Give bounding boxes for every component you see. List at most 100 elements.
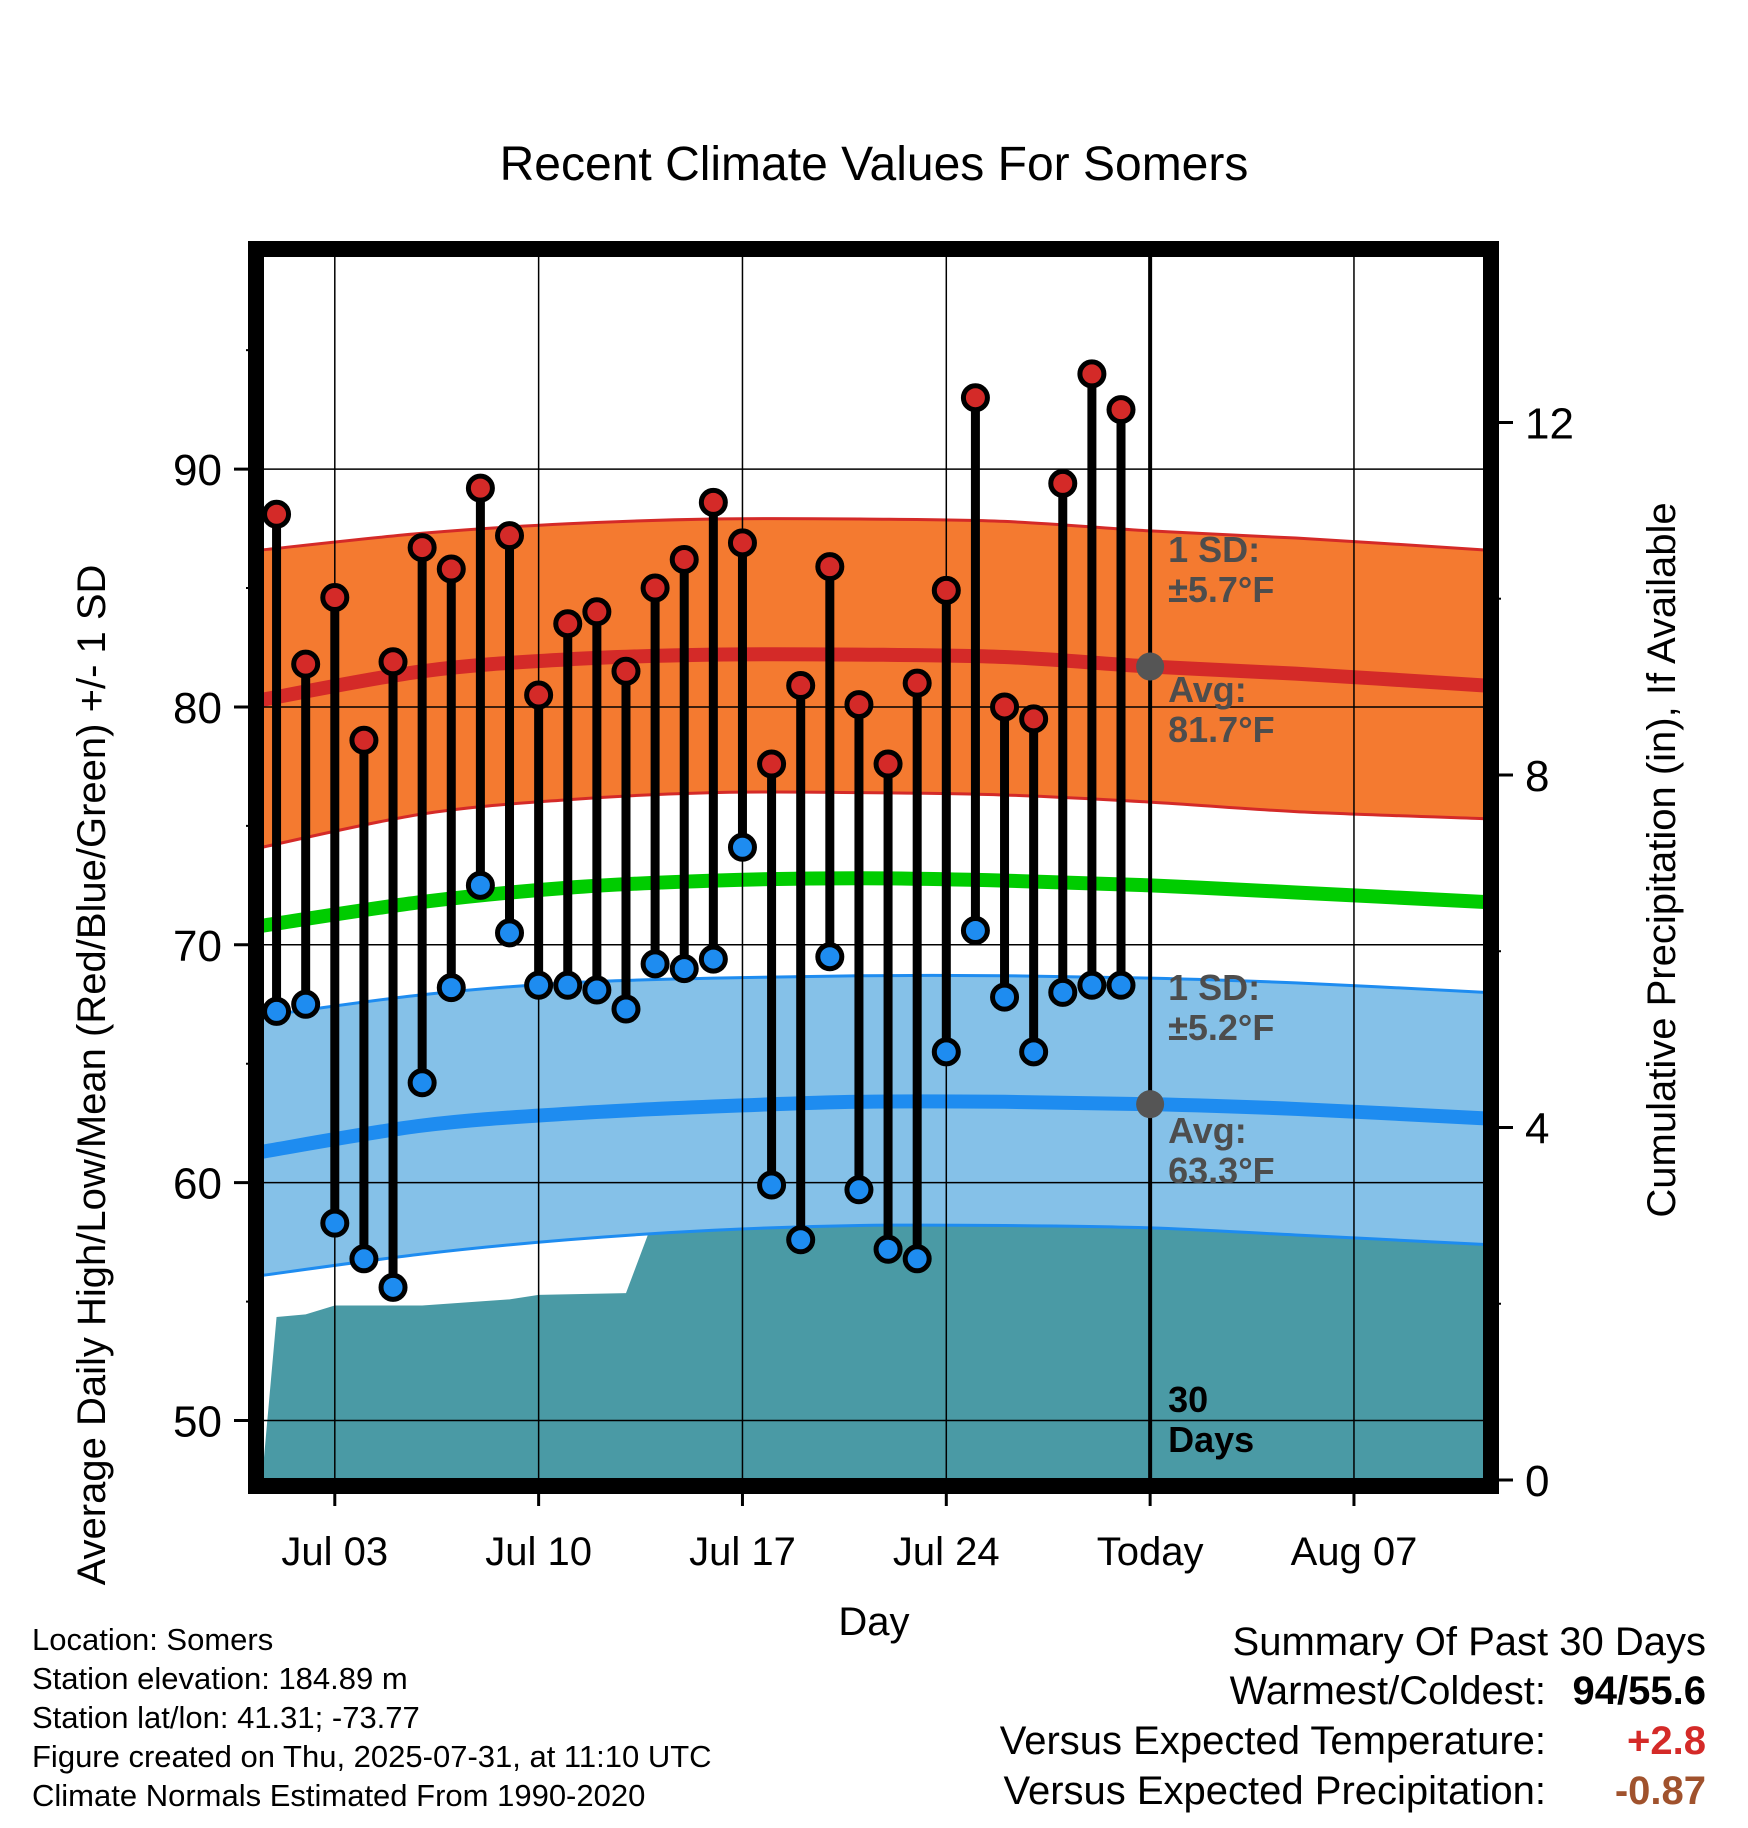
high-temp-dot	[873, 749, 903, 779]
low-temp-dot	[873, 1234, 903, 1264]
low-temp-dot	[990, 982, 1020, 1012]
high-temp-dot	[1019, 704, 1049, 734]
station-info: Location: Somers Station elevation: 184.…	[32, 1620, 712, 1815]
high-temp-dot	[640, 573, 670, 603]
high-temp-dot	[465, 473, 495, 503]
precip-label: Versus Expected Precipitation:	[1003, 1769, 1546, 1813]
high-temp-dot	[553, 609, 583, 639]
today-high-avg-marker	[1136, 652, 1165, 681]
low-temp-dot	[1077, 970, 1107, 1000]
high-temp-dot	[1048, 468, 1078, 498]
high-temp-dot	[349, 725, 379, 755]
low-temp-dot	[291, 989, 321, 1019]
summary-panel: Summary Of Past 30 Days Warmest/Coldest:…	[806, 1618, 1706, 1816]
days-annotation: 30	[1168, 1379, 1208, 1420]
temp-row: Versus Expected Temperature: +2.8	[806, 1716, 1706, 1766]
low-temp-dot	[902, 1244, 932, 1274]
high-temp-dot	[378, 647, 408, 677]
y2-tick-label: 4	[1525, 1104, 1549, 1153]
high-temp-dot	[727, 528, 757, 558]
low-temp-dot	[960, 916, 990, 946]
y-tick-label: 70	[173, 922, 222, 971]
y-tick-label: 90	[173, 446, 222, 495]
low-temp-dot	[815, 942, 845, 972]
high-sd-annotation: ±5.7°F	[1168, 569, 1274, 610]
plot-frame	[248, 241, 1499, 1494]
x-tick-label: Today	[1097, 1530, 1204, 1574]
x-tick-label: Jul 24	[893, 1530, 1000, 1574]
normal-high-line	[262, 647, 1485, 707]
high-temp-dot	[990, 692, 1020, 722]
precip-row: Versus Expected Precipitation: -0.87	[806, 1766, 1706, 1816]
high-temp-dot	[291, 649, 321, 679]
low-temp-dot	[320, 1208, 350, 1238]
y2-tick-label: 8	[1525, 752, 1549, 801]
high-temp-dot	[669, 544, 699, 574]
days-annotation: Days	[1168, 1419, 1254, 1460]
high-temp-dot	[902, 668, 932, 698]
low-temp-dot	[786, 1225, 816, 1255]
temp-label: Versus Expected Temperature:	[999, 1719, 1546, 1763]
high-temp-dot	[436, 554, 466, 584]
high-temp-dot	[495, 521, 525, 551]
warmest-label: Warmest/Coldest:	[1229, 1669, 1546, 1713]
high-temp-dot	[524, 680, 554, 710]
low-sd-band	[262, 975, 1485, 1276]
latlon-text: Station lat/lon: 41.31; -73.77	[32, 1700, 420, 1735]
low-temp-dot	[349, 1244, 379, 1274]
y-tick-label: 60	[173, 1160, 222, 1209]
normals-text: Climate Normals Estimated From 1990-2020	[32, 1778, 646, 1813]
x-tick-label: Jul 03	[281, 1530, 388, 1574]
high-temp-dot	[757, 749, 787, 779]
low-temp-dot	[378, 1272, 408, 1302]
low-temp-dot	[524, 970, 554, 1000]
high-temp-dot	[844, 690, 874, 720]
created-text: Figure created on Thu, 2025-07-31, at 11…	[32, 1739, 712, 1774]
high-temp-dot	[960, 383, 990, 413]
low-avg-annotation: Avg:	[1168, 1110, 1247, 1151]
low-avg-annotation: 63.3°F	[1168, 1150, 1274, 1191]
y-tick-label: 80	[173, 684, 222, 733]
x-axis-label: Day	[838, 1600, 909, 1644]
low-temp-dot	[698, 944, 728, 974]
high-avg-annotation: Avg:	[1168, 669, 1247, 710]
normal-mean-line	[262, 871, 1485, 933]
low-temp-dot	[844, 1175, 874, 1205]
high-sd-annotation: 1 SD:	[1168, 529, 1260, 570]
y2-tick-label: 12	[1525, 399, 1574, 448]
chart-title: Recent Climate Values For Somers	[500, 138, 1249, 191]
low-temp-dot	[1048, 977, 1078, 1007]
low-band-lower-edge	[262, 1223, 1485, 1277]
low-temp-dot	[611, 994, 641, 1024]
low-temp-dot	[727, 832, 757, 862]
low-temp-dot	[1019, 1037, 1049, 1067]
low-temp-dot	[640, 949, 670, 979]
low-sd-annotation: ±5.2°F	[1168, 1007, 1274, 1048]
temp-value: +2.8	[1627, 1719, 1706, 1763]
high-temp-dot	[582, 597, 612, 627]
low-temp-dot	[465, 870, 495, 900]
high-temp-dot	[1106, 395, 1136, 425]
precip-area	[262, 1193, 1485, 1480]
low-sd-annotation: 1 SD:	[1168, 967, 1260, 1008]
today-low-avg-marker	[1136, 1090, 1165, 1119]
warmest-row: Warmest/Coldest: 94/55.6	[806, 1666, 1706, 1716]
low-temp-dot	[262, 996, 292, 1026]
high-temp-dot	[698, 487, 728, 517]
elevation-text: Station elevation: 184.89 m	[32, 1661, 408, 1696]
high-temp-dot	[815, 552, 845, 582]
low-temp-dot	[931, 1037, 961, 1067]
y2-axis-label: Cumulative Precipitation (in), If Availa…	[1640, 502, 1684, 1217]
warmest-value: 94/55.6	[1572, 1669, 1706, 1713]
summary-title: Summary Of Past 30 Days	[1232, 1620, 1706, 1664]
x-tick-label: Jul 10	[485, 1530, 592, 1574]
location-text: Location: Somers	[32, 1622, 274, 1657]
low-temp-dot	[669, 954, 699, 984]
low-temp-dot	[436, 973, 466, 1003]
low-temp-dot	[553, 970, 583, 1000]
high-temp-dot	[931, 575, 961, 605]
high-temp-dot	[407, 533, 437, 563]
